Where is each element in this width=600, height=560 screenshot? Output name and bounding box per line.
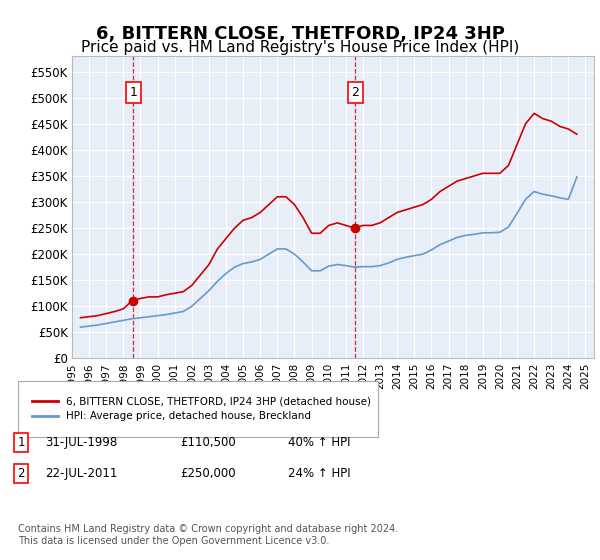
Text: 6, BITTERN CLOSE, THETFORD, IP24 3HP: 6, BITTERN CLOSE, THETFORD, IP24 3HP — [95, 25, 505, 43]
Text: 2: 2 — [352, 86, 359, 99]
Text: Price paid vs. HM Land Registry's House Price Index (HPI): Price paid vs. HM Land Registry's House … — [81, 40, 519, 55]
Text: 2: 2 — [17, 466, 25, 480]
Text: 1: 1 — [130, 86, 137, 99]
Text: 1: 1 — [17, 436, 25, 449]
Text: 31-JUL-1998: 31-JUL-1998 — [45, 436, 117, 449]
Text: 24% ↑ HPI: 24% ↑ HPI — [288, 466, 350, 480]
Text: £110,500: £110,500 — [180, 436, 236, 449]
Legend: 6, BITTERN CLOSE, THETFORD, IP24 3HP (detached house), HPI: Average price, detac: 6, BITTERN CLOSE, THETFORD, IP24 3HP (de… — [27, 391, 377, 427]
Text: 40% ↑ HPI: 40% ↑ HPI — [288, 436, 350, 449]
Text: Contains HM Land Registry data © Crown copyright and database right 2024.
This d: Contains HM Land Registry data © Crown c… — [18, 524, 398, 546]
Text: 22-JUL-2011: 22-JUL-2011 — [45, 466, 118, 480]
Text: £250,000: £250,000 — [180, 466, 236, 480]
